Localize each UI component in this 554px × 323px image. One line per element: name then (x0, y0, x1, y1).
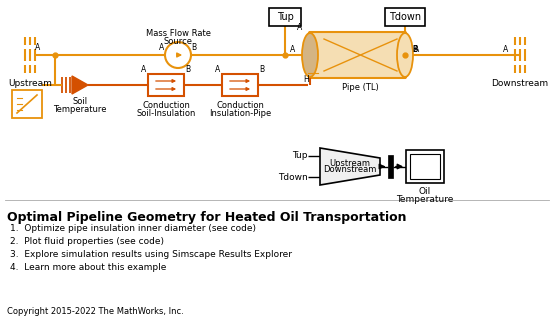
Text: A: A (141, 65, 147, 74)
Bar (410, 154, 440, 179)
Ellipse shape (397, 33, 413, 77)
Bar (269, 8, 301, 26)
Bar (406, 150, 444, 183)
Bar (388, 155, 393, 178)
Text: A: A (160, 44, 165, 53)
Ellipse shape (302, 33, 318, 77)
Text: Copyright 2015-2022 The MathWorks, Inc.: Copyright 2015-2022 The MathWorks, Inc. (7, 307, 184, 316)
Text: Conduction: Conduction (142, 100, 190, 109)
Text: B: B (192, 44, 197, 53)
Polygon shape (72, 76, 88, 94)
Text: B: B (412, 46, 418, 55)
Text: 1.  Optimize pipe insulation inner diameter (see code): 1. Optimize pipe insulation inner diamet… (10, 224, 256, 233)
Text: Upstream: Upstream (330, 160, 371, 169)
Text: B: B (412, 45, 418, 54)
Bar (148, 74, 184, 96)
Text: B: B (186, 65, 191, 74)
Text: Oil: Oil (419, 186, 431, 195)
Text: A: A (216, 65, 220, 74)
Text: Conduction: Conduction (216, 100, 264, 109)
Text: Soil-Insulation: Soil-Insulation (136, 109, 196, 118)
Text: Downstream: Downstream (324, 164, 377, 173)
Bar (385, 8, 425, 26)
Text: Source: Source (163, 36, 192, 46)
Text: 3.  Explore simulation results using Simscape Results Explorer: 3. Explore simulation results using Sims… (10, 250, 292, 259)
Text: Tdown: Tdown (389, 12, 421, 22)
Text: A: A (414, 45, 419, 54)
Text: B: B (259, 65, 265, 74)
Text: Mass Flow Rate: Mass Flow Rate (146, 28, 211, 37)
Text: Temperature: Temperature (53, 105, 107, 113)
Text: Pipe (TL): Pipe (TL) (342, 84, 378, 92)
Text: 4.  Learn more about this example: 4. Learn more about this example (10, 263, 166, 272)
Text: Optimal Pipeline Geometry for Heated Oil Transportation: Optimal Pipeline Geometry for Heated Oil… (7, 211, 407, 224)
Text: Tdown: Tdown (278, 172, 308, 182)
Text: A: A (297, 24, 302, 33)
Text: H: H (303, 75, 309, 84)
Text: Tup: Tup (293, 151, 308, 161)
Text: A: A (35, 44, 40, 53)
FancyBboxPatch shape (309, 32, 406, 78)
Text: Insulation-Pipe: Insulation-Pipe (209, 109, 271, 118)
Text: A: A (290, 45, 296, 54)
Polygon shape (320, 148, 380, 185)
Bar (222, 74, 258, 96)
Text: Upstream: Upstream (8, 78, 52, 88)
Text: 2.  Plot fluid properties (see code): 2. Plot fluid properties (see code) (10, 237, 164, 246)
Bar (12, 90, 42, 118)
Text: Tup: Tup (276, 12, 294, 22)
Text: Soil: Soil (73, 97, 88, 106)
Text: Temperature: Temperature (396, 194, 454, 203)
Text: A: A (504, 45, 509, 54)
Text: Downstream: Downstream (491, 78, 548, 88)
